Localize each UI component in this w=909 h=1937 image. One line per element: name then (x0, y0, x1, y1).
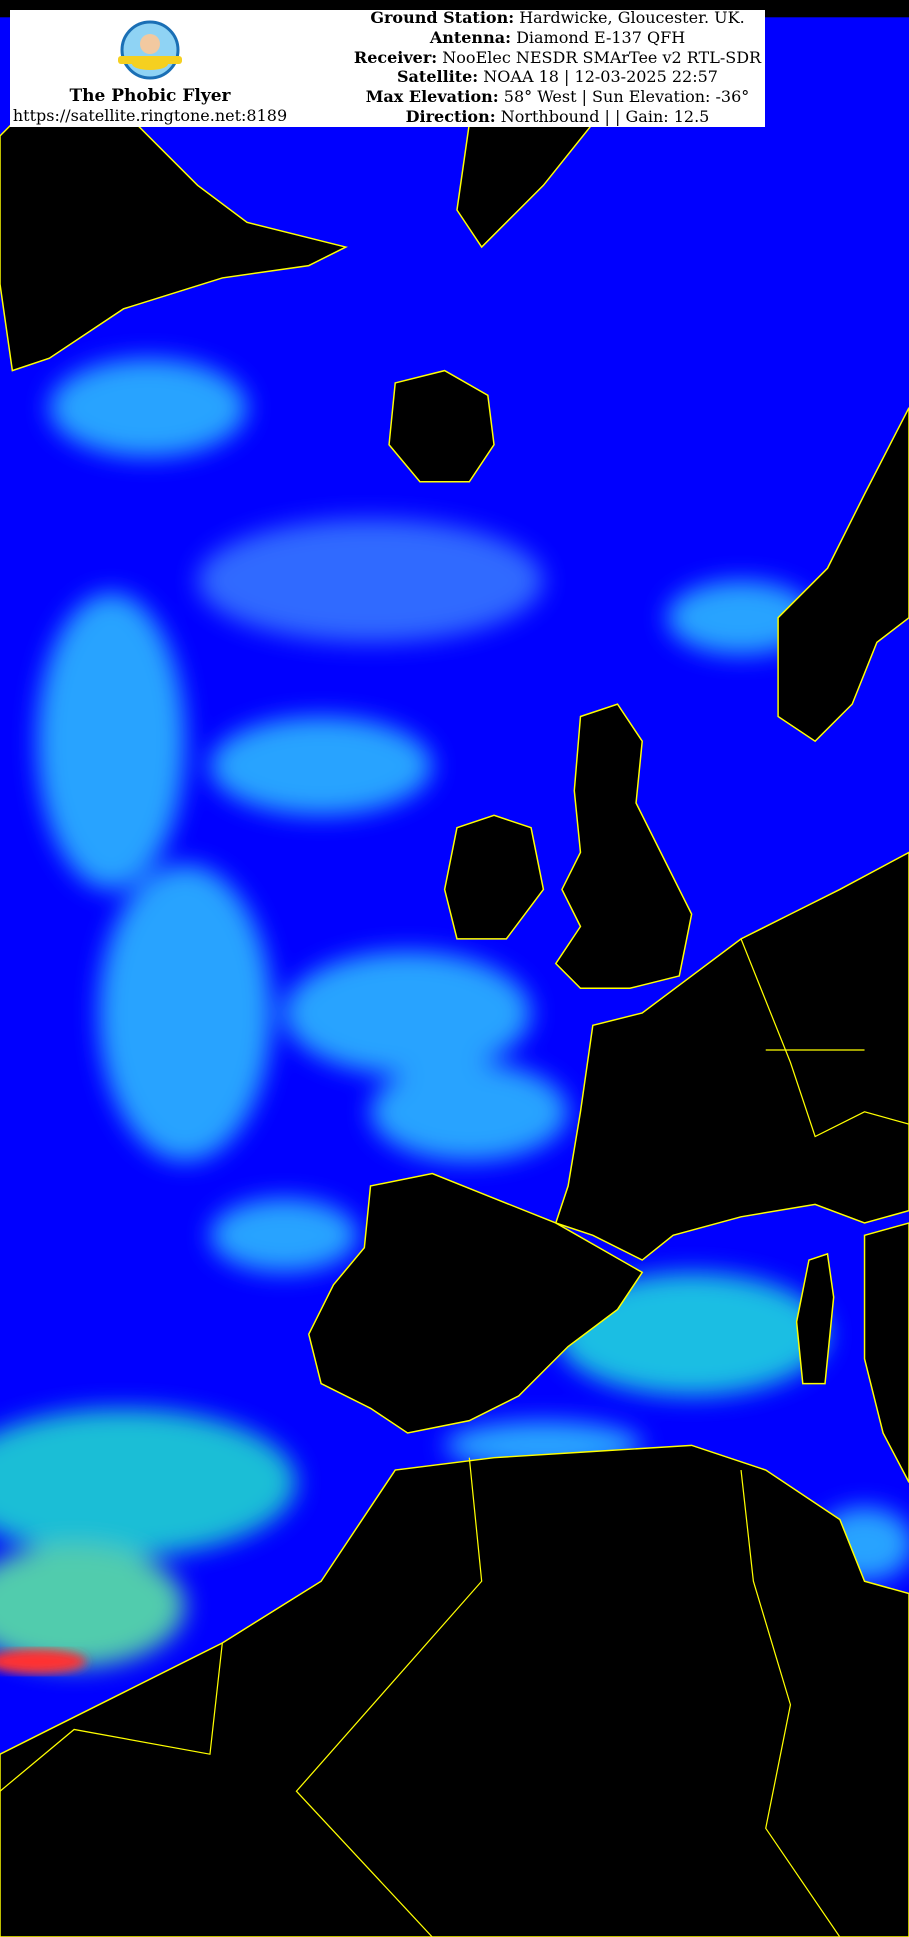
phobic-flyer-logo (118, 20, 182, 80)
africa (0, 1444, 909, 1937)
cloud-layer (0, 358, 909, 1668)
iberia (307, 1172, 644, 1434)
info-antenna: Antenna: Diamond E-137 QFH (429, 27, 686, 47)
brand-url[interactable]: https://satellite.ringtone.net:8189 (12, 106, 288, 125)
info-receiver: Receiver: NooElec NESDR SMArTee v2 RTL-S… (353, 47, 762, 67)
info-direction: Direction: Northbound | | Gain: 12.5 (405, 106, 710, 126)
great-britain (554, 703, 693, 990)
corsica-sardinia (795, 1252, 835, 1385)
info-max-elevation: Max Elevation: 58° West | Sun Elevation:… (365, 87, 750, 107)
brand-name: The Phobic Flyer (69, 86, 231, 106)
land-masses (0, 122, 909, 1937)
noise-band (0, 1649, 87, 1674)
info-satellite: Satellite: NOAA 18 | 12-03-2025 22:57 (397, 67, 718, 87)
scandinavia (777, 407, 909, 743)
borders (0, 938, 909, 1937)
info-header: The Phobic Flyer https://satellite.ringt… (10, 8, 765, 127)
pass-details: Ground Station: Hardwicke, Gloucester. U… (345, 8, 770, 127)
ireland (443, 814, 545, 940)
greenland (0, 122, 348, 372)
branding: The Phobic Flyer https://satellite.ringt… (10, 10, 290, 127)
continental-europe (554, 851, 909, 1261)
info-ground-station: Ground Station: Hardwicke, Gloucester. U… (370, 8, 745, 27)
italy (863, 1222, 909, 1483)
iceland (388, 369, 495, 483)
